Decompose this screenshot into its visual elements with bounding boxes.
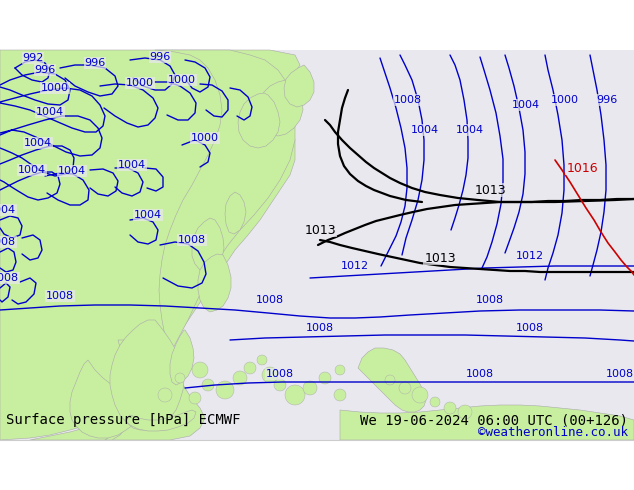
- Circle shape: [458, 405, 472, 419]
- Circle shape: [202, 379, 214, 391]
- Text: ©weatheronline.co.uk: ©weatheronline.co.uk: [478, 425, 628, 439]
- Text: 1008: 1008: [476, 295, 504, 305]
- Text: 1004: 1004: [134, 210, 162, 220]
- Circle shape: [385, 375, 395, 385]
- Text: 1000: 1000: [126, 78, 154, 88]
- Text: 996: 996: [597, 95, 618, 105]
- Text: 1000: 1000: [191, 133, 219, 143]
- Text: 1008: 1008: [0, 237, 16, 247]
- Text: 1004: 1004: [456, 125, 484, 135]
- Text: 1004: 1004: [118, 160, 146, 170]
- Polygon shape: [70, 360, 140, 438]
- Text: 1008: 1008: [0, 273, 19, 283]
- Text: 1008: 1008: [306, 323, 334, 333]
- Bar: [0, 440, 634, 490]
- Text: 1004: 1004: [0, 205, 16, 215]
- Text: 1008: 1008: [466, 369, 494, 379]
- Text: Surface pressure [hPa] ECMWF: Surface pressure [hPa] ECMWF: [6, 413, 240, 427]
- Circle shape: [430, 397, 440, 407]
- Text: 1000: 1000: [41, 83, 69, 93]
- Circle shape: [158, 388, 172, 402]
- Circle shape: [244, 362, 256, 374]
- Text: 1008: 1008: [178, 235, 206, 245]
- Text: 996: 996: [150, 52, 171, 62]
- Text: 1004: 1004: [36, 107, 64, 117]
- Text: 996: 996: [84, 58, 106, 68]
- Polygon shape: [170, 330, 194, 385]
- Text: 1000: 1000: [168, 75, 196, 85]
- Circle shape: [192, 362, 208, 378]
- Text: 1004: 1004: [24, 138, 52, 148]
- Circle shape: [257, 355, 267, 365]
- Bar: [0, 50, 634, 440]
- Text: 1004: 1004: [18, 165, 46, 175]
- Text: 1012: 1012: [341, 261, 369, 271]
- Circle shape: [189, 392, 201, 404]
- Polygon shape: [125, 410, 196, 431]
- Circle shape: [399, 382, 411, 394]
- Text: 1008: 1008: [606, 369, 634, 379]
- Text: 1004: 1004: [411, 125, 439, 135]
- Circle shape: [285, 385, 305, 405]
- Circle shape: [303, 381, 317, 395]
- Circle shape: [274, 379, 286, 391]
- Text: 1000: 1000: [551, 95, 579, 105]
- Circle shape: [233, 371, 247, 385]
- Text: 992: 992: [22, 53, 44, 63]
- Circle shape: [175, 373, 185, 383]
- Polygon shape: [110, 320, 184, 430]
- Polygon shape: [105, 340, 140, 440]
- Circle shape: [216, 381, 234, 399]
- Polygon shape: [340, 405, 634, 440]
- Circle shape: [319, 372, 331, 384]
- Polygon shape: [0, 50, 300, 440]
- Text: 1013: 1013: [474, 183, 506, 196]
- Text: 1008: 1008: [46, 291, 74, 301]
- Text: 1008: 1008: [266, 369, 294, 379]
- Text: 1012: 1012: [516, 251, 544, 261]
- Polygon shape: [225, 192, 246, 234]
- Text: We 19-06-2024 06:00 UTC (00+126): We 19-06-2024 06:00 UTC (00+126): [360, 413, 628, 427]
- Polygon shape: [284, 65, 314, 107]
- Circle shape: [335, 365, 345, 375]
- Circle shape: [444, 402, 456, 414]
- Polygon shape: [192, 218, 224, 272]
- Circle shape: [334, 389, 346, 401]
- Text: 1008: 1008: [516, 323, 544, 333]
- Polygon shape: [198, 254, 231, 312]
- Bar: [0, 440, 634, 490]
- Polygon shape: [259, 80, 303, 136]
- Circle shape: [412, 387, 428, 403]
- Text: 1004: 1004: [58, 166, 86, 176]
- Text: 996: 996: [34, 65, 56, 75]
- Circle shape: [262, 367, 278, 383]
- Polygon shape: [358, 348, 426, 412]
- Text: 1013: 1013: [424, 251, 456, 265]
- Polygon shape: [30, 50, 295, 440]
- Text: 1008: 1008: [394, 95, 422, 105]
- Polygon shape: [238, 93, 280, 148]
- Text: 1008: 1008: [256, 295, 284, 305]
- Text: 1004: 1004: [512, 100, 540, 110]
- Text: 1013: 1013: [304, 223, 336, 237]
- Text: 1016: 1016: [566, 162, 598, 174]
